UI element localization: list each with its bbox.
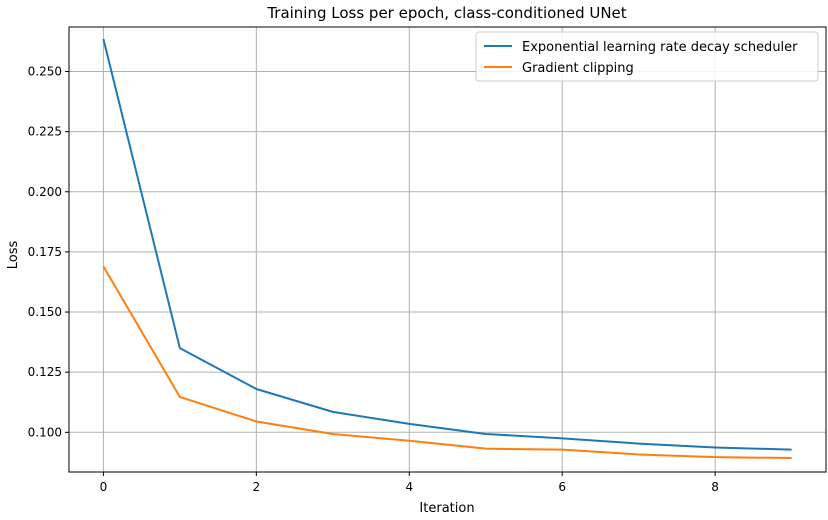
y-tick-label: 0.125 xyxy=(28,365,62,379)
x-axis-ticks: 0 2 4 6 8 xyxy=(100,472,719,494)
x-tick-label: 0 xyxy=(100,480,108,494)
y-tick-label: 0.175 xyxy=(28,245,62,259)
x-tick-label: 2 xyxy=(253,480,261,494)
y-tick-label: 0.150 xyxy=(28,305,62,319)
y-axis-label: Loss xyxy=(6,241,21,270)
y-tick-label: 0.200 xyxy=(28,185,62,199)
x-tick-label: 8 xyxy=(711,480,719,494)
series-lines xyxy=(102,38,792,460)
y-tick-label: 0.100 xyxy=(28,425,62,439)
x-tick-label: 4 xyxy=(405,480,413,494)
chart-title: Training Loss per epoch, class-condition… xyxy=(266,4,626,22)
grid xyxy=(69,27,826,472)
x-tick-label: 6 xyxy=(558,480,566,494)
plot-frame xyxy=(68,26,827,473)
series-line-1 xyxy=(102,38,792,451)
legend-box xyxy=(475,31,819,82)
y-tick-label: 0.250 xyxy=(28,65,62,79)
y-axis-ticks: 0.100 0.125 0.150 0.175 0.200 0.225 0.250 xyxy=(28,65,69,439)
legend-label: Exponential learning rate decay schedule… xyxy=(522,40,798,55)
legend-label: Gradient clipping xyxy=(522,61,634,76)
y-tick-label: 0.225 xyxy=(28,125,62,139)
legend: Exponential learning rate decay schedule… xyxy=(475,31,819,82)
x-axis-label: Iteration xyxy=(419,501,474,516)
series-line-2 xyxy=(102,265,792,460)
